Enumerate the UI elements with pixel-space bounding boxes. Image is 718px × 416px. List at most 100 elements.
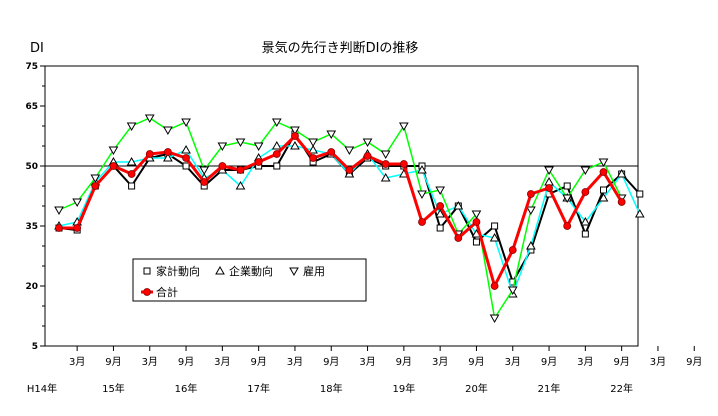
data-point: [235, 180, 246, 190]
x-tick-label: 3月: [214, 356, 230, 368]
data-point: [326, 130, 337, 140]
data-point: [435, 186, 446, 196]
data-point: [472, 218, 481, 226]
data-point: [200, 178, 209, 186]
data-point: [73, 224, 82, 232]
x-year-label: 21年: [538, 382, 561, 395]
data-point: [235, 138, 246, 148]
data-point: [182, 162, 190, 170]
x-tick-label: 9月: [541, 356, 557, 368]
data-point: [272, 150, 281, 158]
data-point: [217, 142, 228, 152]
data-point: [617, 198, 626, 206]
series-3: [55, 132, 626, 291]
x-year-label: 15年: [102, 382, 125, 395]
data-point: [253, 142, 264, 152]
data-point: [453, 200, 464, 210]
x-tick-label: 3月: [287, 356, 303, 368]
data-point: [199, 166, 210, 176]
data-point: [380, 172, 391, 182]
x-tick-label: 9月: [178, 356, 194, 368]
x-tick-label: 9月: [613, 356, 629, 368]
plot-frame: [44, 65, 639, 347]
x-year-label: 16年: [175, 382, 198, 395]
data-point: [636, 190, 644, 198]
legend-label: 合計: [156, 285, 178, 299]
data-point: [418, 218, 426, 226]
data-point: [634, 208, 645, 218]
x-tick-label: 3月: [69, 356, 85, 368]
x-year-label: 19年: [392, 382, 415, 395]
data-point: [344, 146, 355, 156]
data-point: [580, 216, 591, 226]
data-point: [381, 160, 390, 168]
data-point: [491, 222, 499, 230]
data-point: [489, 314, 500, 324]
data-point: [254, 158, 263, 166]
data-point: [508, 246, 517, 254]
data-point: [526, 206, 536, 216]
data-point: [581, 230, 589, 238]
data-point: [398, 122, 409, 132]
data-point: [489, 232, 500, 242]
legend-marker: [215, 265, 225, 275]
y-tick-label: 50: [25, 162, 38, 172]
data-point: [145, 150, 154, 158]
data-point: [271, 140, 282, 150]
data-point: [181, 144, 191, 154]
data-point: [380, 150, 391, 160]
data-point: [563, 182, 571, 190]
data-point: [417, 164, 427, 174]
data-point: [399, 160, 408, 168]
x-tick-label: 3月: [505, 356, 521, 368]
y-tick-label: 20: [25, 282, 38, 292]
data-point: [544, 166, 554, 176]
legend-label: 企業動向: [229, 264, 273, 278]
y-tick-label: 5: [32, 342, 38, 352]
data-point: [600, 186, 607, 194]
x-tick-label: 9月: [323, 356, 339, 368]
data-point: [91, 182, 100, 190]
data-point: [507, 286, 518, 296]
x-tick-label: 9月: [468, 356, 484, 368]
data-point: [616, 168, 627, 178]
x-tick-label: 9月: [686, 356, 702, 368]
x-tick-label: 3月: [359, 356, 375, 368]
legend-item: 雇用: [289, 264, 325, 278]
data-point: [291, 132, 299, 140]
data-point: [128, 182, 136, 190]
data-point: [144, 114, 155, 124]
legend-marker: [289, 267, 299, 277]
data-point: [544, 176, 554, 186]
data-point: [435, 208, 446, 218]
data-point: [163, 148, 172, 156]
y-tick-label: 35: [25, 222, 38, 232]
data-point: [563, 222, 572, 230]
data-point: [163, 152, 173, 162]
legend-item: 家計動向: [143, 264, 200, 278]
x-year-label: 22年: [610, 382, 633, 395]
data-point: [290, 126, 300, 136]
data-point: [109, 162, 118, 170]
data-point: [471, 210, 482, 220]
data-point: [598, 158, 609, 168]
data-point: [472, 238, 480, 246]
data-point: [308, 144, 318, 154]
x-year-label: H14年: [27, 382, 57, 395]
data-point: [126, 156, 137, 166]
data-point: [454, 234, 463, 242]
data-point: [436, 202, 445, 210]
data-point: [562, 194, 573, 204]
data-point: [580, 166, 591, 176]
data-point: [126, 122, 137, 132]
data-point: [273, 162, 281, 170]
legend-label: 家計動向: [156, 264, 200, 278]
data-point: [490, 282, 499, 290]
x-tick-label: 3月: [577, 356, 593, 368]
legend-label: 雇用: [303, 264, 325, 278]
data-point: [345, 166, 354, 174]
x-year-label: 17年: [247, 382, 270, 395]
data-point: [72, 198, 83, 208]
data-point: [236, 166, 245, 174]
